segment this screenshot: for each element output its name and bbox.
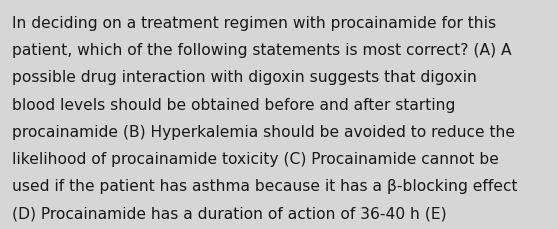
Text: likelihood of procainamide toxicity (C) Procainamide cannot be: likelihood of procainamide toxicity (C) … [12,151,499,166]
Text: blood levels should be obtained before and after starting: blood levels should be obtained before a… [12,97,456,112]
Text: patient, which of the following statements is most correct? (A) A: patient, which of the following statemen… [12,43,512,58]
Text: In deciding on a treatment regimen with procainamide for this: In deciding on a treatment regimen with … [12,16,497,31]
Text: (D) Procainamide has a duration of action of 36-40 h (E): (D) Procainamide has a duration of actio… [12,205,447,220]
Text: possible drug interaction with digoxin suggests that digoxin: possible drug interaction with digoxin s… [12,70,477,85]
Text: procainamide (B) Hyperkalemia should be avoided to reduce the: procainamide (B) Hyperkalemia should be … [12,124,515,139]
Text: used if the patient has asthma because it has a β-blocking effect: used if the patient has asthma because i… [12,178,518,193]
